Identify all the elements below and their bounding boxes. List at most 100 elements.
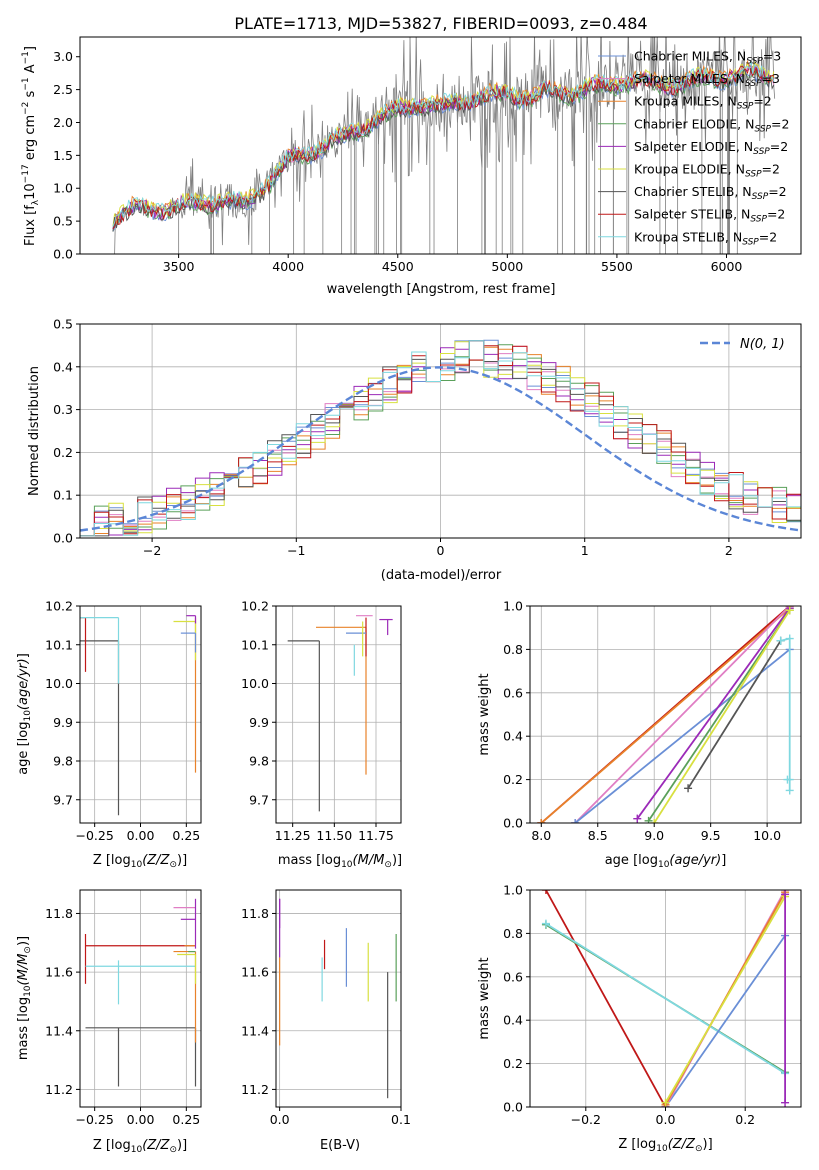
x-tick-label: 8.0 [531,828,551,843]
ticks: 3500 4000 4500 5000 5500 6000 0.0 0.5 1.0 1.5 2.0 2… [53,49,742,274]
legend-entry-sub: SSP [742,237,759,247]
axes-frame [275,889,402,1108]
x-tick-label: 9.0 [644,828,664,843]
y-axis-label-part: −17 [21,164,31,183]
y-tick-label: 0.5 [53,214,73,229]
x-tick-label: −0.25 [76,828,114,843]
legend-entry: Kroupa MILES, NSSP=2 [634,94,772,112]
y-tick-label: 0.1 [53,488,73,503]
y-tick-label: 1.5 [53,148,73,163]
weight-series-line [664,935,786,1107]
model-spectrum-line [112,61,775,227]
axis-label-part: age [log [16,722,31,775]
y-tick-label: 10.0 [45,676,73,691]
weight-point-marker [650,819,659,823]
legend-entry-text: Salpeter MILES, N [634,71,745,86]
legend-entry-text: Chabrier ELODIE, N [634,116,754,131]
legend-entry-count: =2 [753,94,771,109]
y-tick-label: 9.8 [53,754,73,769]
legend-entry-text: Kroupa MILES, N [634,94,737,109]
legend-entry-count: =2 [768,184,786,199]
axis-label-part: 10 [23,710,33,722]
legend-entry-sub: SSP [754,124,771,134]
axis-label-part: Z [log [618,1137,656,1152]
y-tick-label: 0.6 [503,969,523,984]
axis-label-part: ⊙ [384,860,392,870]
residuals-legend: N(0, 1) [700,337,785,352]
weight-point-marker [633,814,642,823]
x-tick-label: 5500 [601,259,633,274]
x-tick-label: −0.25 [76,1112,114,1127]
legend-entry-sub: SSP [745,170,762,180]
x-tick-label: 11.50 [316,828,352,843]
axes-frame [275,605,402,824]
y-axis-label-part: ] [23,46,38,51]
x-tick-label: 4500 [382,259,414,274]
x-axis-label: Z [log10(Z/Z⊙)] [93,853,187,870]
x-axis-label: (data-model)/error [381,568,502,583]
y-axis-label: Normed distribution [27,366,42,496]
x-tick-label: 0 [437,543,445,558]
grid-lines [80,890,201,1107]
axis-label-part: )] [392,853,402,868]
y-axis-label: Flux [fλ10−17 erg cm−2 s−1 A−1] [21,46,41,246]
y-tick-label: 0.8 [503,926,523,941]
axis-label-part: age [log [605,853,658,868]
axis-label-part: 10 [23,985,33,997]
weight-point-marker [661,1098,670,1107]
x-tick-label: 11.25 [275,828,311,843]
legend-entry-sub: SSP [752,192,769,202]
y-axis-label-part: s [23,90,38,101]
y-tick-label: 11.6 [45,965,73,980]
age-vs-metallicity-panel: −0.25 0.00 0.25 9.7 9.8 9.9 10.0 10.1 10.2 Z [log… [16,599,202,870]
y-tick-label: 10.1 [45,637,73,652]
weight-series-line [653,609,791,823]
x-tick-label: −1 [287,543,305,558]
grid-lines [276,605,401,823]
weight-vs-metallicity-panel: −0.2 0.0 0.2 0.0 0.2 0.4 0.6 0.8 1.0 mass weight Z… [477,883,802,1154]
y-tick-label: 1.0 [53,181,73,196]
weight-series-line [540,607,791,823]
legend-entry: N(0, 1) [740,337,785,352]
x-tick-label: 9.5 [701,828,721,843]
y-axis-label-part: A [23,64,38,77]
legend-entry-sub: SSP [750,215,767,225]
x-tick-label: 5000 [491,259,523,274]
y-tick-label: 11.4 [241,1023,269,1038]
x-tick-label: 0.2 [735,1112,755,1127]
y-tick-label: 0.8 [503,642,523,657]
figure-title: PLATE=1713, MJD=53827, FIBERID=0093, z=0… [234,14,647,33]
x-tick-label: 8.5 [588,828,608,843]
x-tick-label: 4000 [272,259,304,274]
axis-label-part: ⊙ [695,1144,703,1154]
x-tick-label: 0.25 [172,828,200,843]
weight-point-marker [644,816,653,823]
y-tick-label: 0.4 [503,1013,523,1028]
weight-vs-age-panel: 8.0 8.5 9.0 9.5 10.0 0.0 0.2 0.4 0.6 0.8 1.0 mass w… [477,599,802,870]
y-tick-label: 11.8 [241,906,269,921]
y-axis-label-part: erg cm [23,115,38,164]
plot-area [84,898,197,1087]
x-axis-label: E(B-V) [320,1138,360,1153]
plot-area [112,37,776,254]
axis-label-part: ] [16,653,31,658]
y-tick-label: 0.0 [53,247,73,262]
legend-entry: Chabrier MILES, NSSP=3 [634,49,781,67]
y-tick-label: 0.0 [503,816,523,831]
weight-point-marker [781,890,790,899]
x-tick-label: 0.25 [172,1112,200,1127]
residuals-histogram-panel: −2 −1 0 1 2 0.0 0.1 0.2 0.3 0.4 0.5 (data-model)/er… [27,317,802,583]
ticks: 0.0 0.1 11.2 11.4 11.6 11.8 [241,906,411,1127]
axis-label-part: (Z/Z [668,1137,696,1152]
x-tick-label: 0.0 [656,1112,676,1127]
weight-series-line [545,922,786,1075]
legend-entry-sub: SSP [746,57,763,67]
x-tick-label: 2 [725,543,733,558]
spectrum-panel: 3500 4000 4500 5000 5500 6000 0.0 0.5 1.0 1.5 2.0 2… [21,36,802,297]
y-tick-label: 10.1 [241,637,269,652]
axis-label-part: ] [721,853,726,868]
weight-series-line [574,606,791,823]
weight-point-marker [776,636,785,645]
axes-frame [529,605,802,824]
